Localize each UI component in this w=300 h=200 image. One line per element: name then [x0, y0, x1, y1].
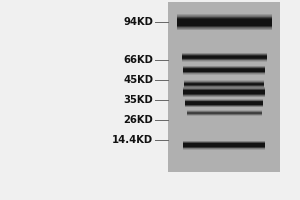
Bar [182, 57, 266, 58]
Text: 45KD: 45KD [123, 75, 153, 85]
Bar [185, 100, 263, 101]
Bar [183, 71, 265, 72]
Bar [168, 2, 280, 172]
Bar [183, 144, 265, 145]
Bar [176, 19, 272, 20]
Bar [183, 73, 265, 74]
Bar [176, 26, 272, 27]
Text: 14.4KD: 14.4KD [112, 135, 153, 145]
Bar [183, 145, 265, 146]
Bar [183, 88, 265, 89]
Bar [185, 101, 263, 102]
Bar [184, 86, 264, 87]
Bar [183, 149, 265, 150]
Bar [183, 95, 265, 96]
Bar [176, 18, 272, 19]
Bar [184, 80, 264, 81]
Bar [183, 147, 265, 148]
Bar [176, 28, 272, 29]
Bar [183, 143, 265, 144]
Bar [184, 84, 264, 85]
Bar [183, 96, 265, 97]
Bar [176, 15, 272, 16]
Bar [182, 58, 266, 59]
Bar [176, 14, 272, 15]
Bar [182, 60, 266, 61]
Bar [176, 22, 272, 23]
Bar [176, 23, 272, 24]
Bar [176, 25, 272, 26]
Bar [182, 56, 266, 57]
Bar [183, 67, 265, 68]
Bar [183, 92, 265, 93]
Bar [183, 148, 265, 149]
Bar [182, 54, 266, 55]
Bar [183, 68, 265, 69]
Bar [183, 94, 265, 95]
Bar [183, 91, 265, 92]
Bar [183, 142, 265, 143]
Bar [184, 82, 264, 83]
Bar [176, 16, 272, 17]
Bar [182, 59, 266, 60]
Bar [185, 99, 263, 100]
Bar [182, 55, 266, 56]
Bar [183, 70, 265, 71]
Bar [183, 141, 265, 142]
Bar [176, 24, 272, 25]
Bar [183, 69, 265, 70]
Bar [185, 102, 263, 103]
Bar [183, 72, 265, 73]
Bar [183, 89, 265, 90]
Bar [182, 53, 266, 54]
Bar [184, 81, 264, 82]
Bar [184, 87, 264, 88]
Bar [183, 90, 265, 91]
Bar [176, 27, 272, 28]
Bar [183, 87, 265, 88]
Text: 66KD: 66KD [123, 55, 153, 65]
Bar [176, 20, 272, 21]
Bar [176, 21, 272, 22]
Bar [184, 85, 264, 86]
Bar [185, 105, 263, 106]
Text: 35KD: 35KD [123, 95, 153, 105]
Bar [185, 104, 263, 105]
Bar [182, 61, 266, 62]
Bar [184, 83, 264, 84]
Bar [183, 93, 265, 94]
Bar [176, 29, 272, 30]
Text: 26KD: 26KD [123, 115, 153, 125]
Bar [176, 17, 272, 18]
Bar [183, 146, 265, 147]
Text: 94KD: 94KD [123, 17, 153, 27]
Bar [183, 74, 265, 75]
Bar [185, 103, 263, 104]
Bar [185, 106, 263, 107]
Bar [183, 66, 265, 67]
